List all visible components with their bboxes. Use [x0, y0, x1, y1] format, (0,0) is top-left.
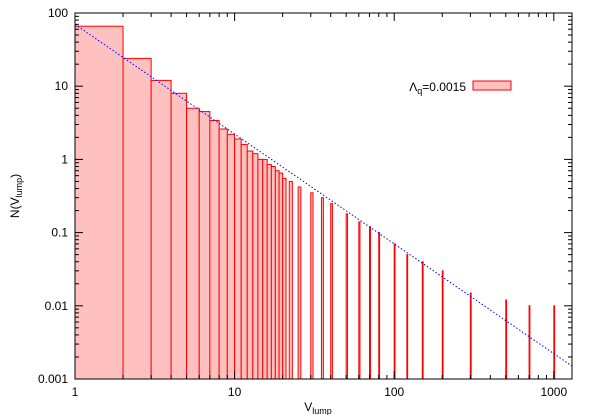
histogram-bar: [469, 292, 472, 380]
histogram-bar: [528, 305, 531, 380]
histogram-bar: [297, 186, 302, 380]
histogram-bar: [122, 57, 152, 380]
histogram-bars: [74, 25, 556, 380]
histogram-bar: [218, 128, 228, 380]
power-law-fit-line: [74, 23, 573, 367]
x-tick-label: 10: [228, 385, 242, 399]
plot-frame: [74, 12, 573, 380]
histogram-bar: [345, 213, 349, 380]
histogram-bar: [74, 25, 124, 380]
histogram-bar: [266, 164, 272, 380]
histogram-bar: [553, 305, 556, 380]
histogram-bar: [170, 92, 188, 380]
y-tick-label: 10: [55, 79, 69, 93]
histogram-bar: [240, 143, 248, 380]
x-axis-ticks: 1 10 100 1000: [72, 13, 567, 399]
histogram-bar: [246, 150, 254, 380]
histogram-bar: [288, 180, 293, 380]
histogram-bar: [320, 197, 324, 380]
histogram-bar: [186, 107, 200, 380]
histogram-bar: [378, 232, 381, 380]
x-tick-label: 100: [384, 385, 404, 399]
histogram-bar: [330, 202, 333, 380]
y-axis-label: N(Vlump): [8, 174, 24, 218]
histogram-bar: [505, 299, 508, 380]
histogram-bar: [226, 133, 236, 380]
histogram-bar: [257, 158, 264, 380]
histogram-bar: [358, 221, 361, 380]
histogram-bar: [421, 261, 424, 380]
histogram-bar: [150, 79, 172, 380]
histogram-bar: [270, 165, 276, 380]
y-tick-label: 0.1: [51, 226, 68, 240]
histogram-bar: [406, 254, 409, 380]
y-axis-ticks: 100 10 1 0.1 0.01 0.001: [38, 6, 572, 386]
histogram-bar: [368, 226, 371, 380]
x-tick-label: 1000: [540, 385, 567, 399]
histogram-bar: [274, 170, 280, 380]
histogram-bar: [393, 243, 396, 380]
y-tick-label: 100: [48, 6, 68, 20]
histogram-bar: [198, 111, 211, 380]
histogram-bar: [209, 120, 220, 380]
x-tick-label: 1: [72, 385, 79, 399]
legend: Λq=0.0015: [409, 80, 512, 96]
legend-swatch: [472, 80, 512, 91]
y-tick-label: 1: [61, 152, 68, 166]
histogram-bar: [278, 172, 284, 380]
histogram-bar: [441, 270, 444, 380]
histogram-bar: [252, 153, 259, 380]
histogram-bar: [310, 192, 314, 380]
legend-label: Λq=0.0015: [409, 80, 466, 96]
histogram-bar: [282, 177, 287, 380]
y-tick-label: 0.001: [38, 372, 68, 386]
x-axis-label: Vlump: [304, 400, 332, 415]
histogram-bar: [234, 138, 242, 380]
histogram-bar: [262, 158, 268, 380]
y-tick-label: 0.01: [45, 299, 69, 313]
